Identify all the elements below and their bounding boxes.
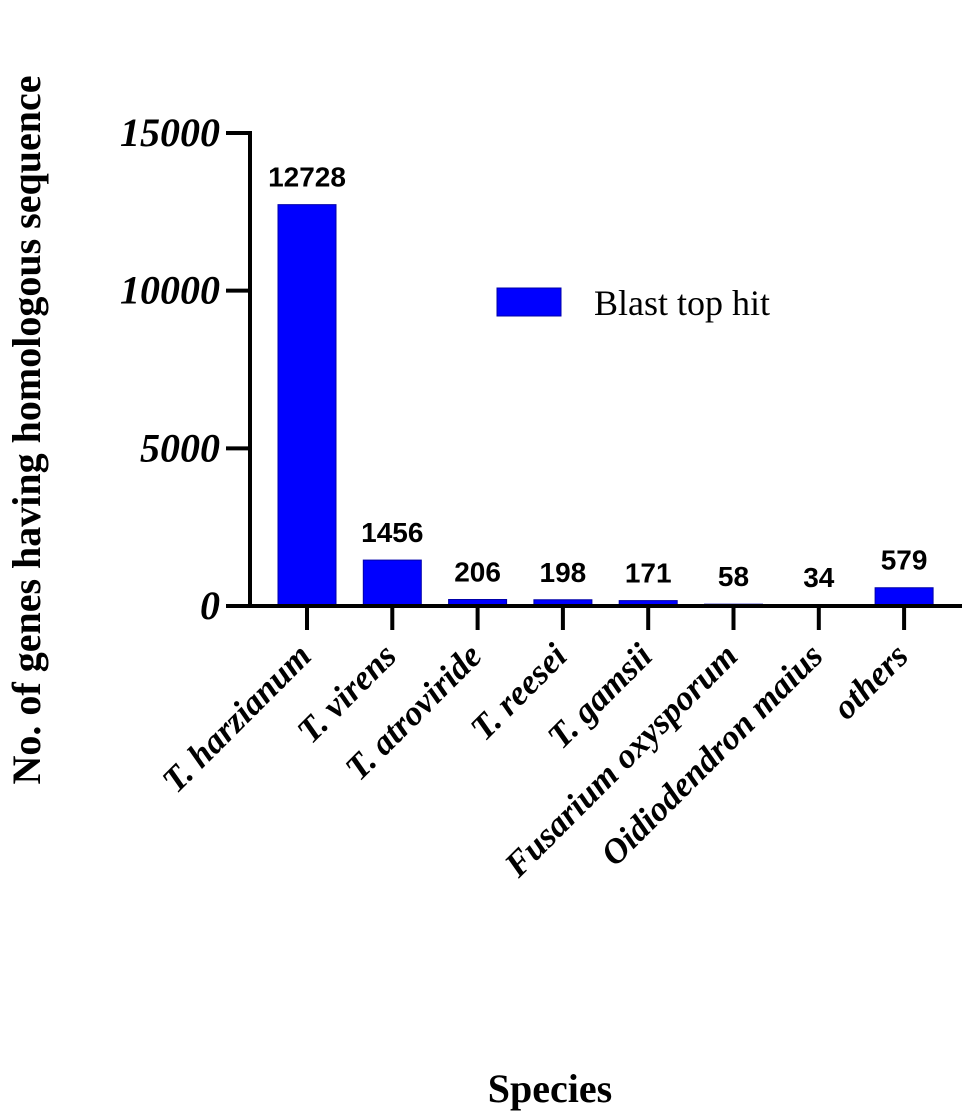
data-label-6: 58 (718, 561, 749, 592)
legend-swatch (496, 287, 562, 317)
data-label-1: 12728 (268, 162, 346, 193)
bar-2 (362, 559, 422, 607)
data-label-7: 34 (803, 562, 835, 593)
y-tick-label-1: 0 (200, 583, 220, 628)
y-axis-label: No. of genes having homologous sequence (4, 76, 49, 785)
data-label-4: 198 (540, 557, 587, 588)
bars-group: 12728 1456 206 198 171 58 34 579 (268, 162, 934, 607)
bar-8 (874, 587, 934, 607)
legend-label: Blast top hit (594, 283, 770, 323)
legend: Blast top hit (496, 283, 770, 323)
x-tick-label-8: others (825, 636, 916, 727)
data-label-5: 171 (625, 558, 672, 589)
data-label-8: 579 (881, 545, 928, 576)
data-label-3: 206 (454, 557, 501, 588)
y-tick-label-3: 10000 (120, 268, 220, 313)
x-axis-label: Species (488, 1066, 612, 1111)
y-tick-label-2: 5000 (140, 425, 220, 470)
y-tick-label-4: 15000 (120, 110, 220, 155)
bar-1 (277, 204, 337, 607)
data-label-2: 1456 (361, 517, 423, 548)
